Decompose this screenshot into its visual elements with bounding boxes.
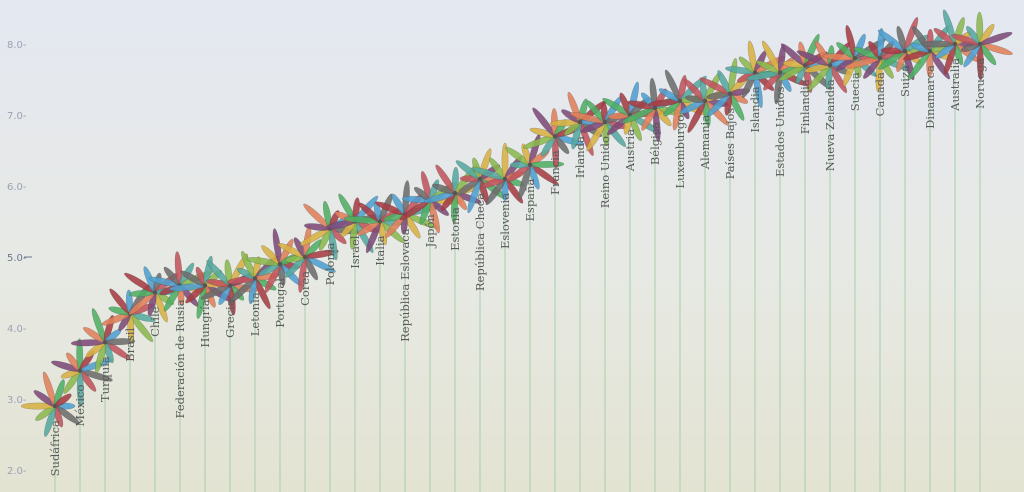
country-label: Canadá bbox=[873, 72, 887, 116]
country-label: República Eslovaca bbox=[398, 228, 412, 342]
flower-center bbox=[852, 56, 858, 61]
country-label: Luxemburgo bbox=[673, 115, 687, 189]
country-label: Hungría bbox=[198, 299, 212, 347]
flower-center bbox=[377, 219, 383, 224]
country-label: Eslovenia bbox=[498, 193, 512, 249]
flower-marker bbox=[877, 16, 934, 81]
country-label: Turquía bbox=[98, 356, 112, 402]
flower-marker bbox=[246, 228, 302, 293]
country-label: Finlandia bbox=[798, 79, 812, 134]
y-axis: 2.0- 3.0- 4.0- 5.0- 6.0- 7.0- 8.0- bbox=[7, 40, 32, 477]
flower-center bbox=[727, 91, 733, 96]
y-tick-label: 3.0- bbox=[7, 395, 27, 406]
country-labels: Sudáfrica México Turquía Brasil Chile Federac… bbox=[48, 58, 987, 476]
flower-center bbox=[527, 162, 533, 167]
flower-marker bbox=[20, 371, 80, 437]
flower-center bbox=[227, 283, 233, 288]
country-label: Italia bbox=[373, 235, 387, 265]
flower-marker bbox=[679, 72, 730, 133]
flowers bbox=[20, 9, 1013, 437]
country-label: Suiza bbox=[898, 65, 912, 97]
flower-center bbox=[477, 176, 483, 182]
country-label: Polonia bbox=[323, 242, 337, 285]
flower-center bbox=[927, 48, 933, 54]
flower-center bbox=[277, 261, 283, 267]
y-tick-label: 6.0- bbox=[7, 182, 27, 193]
country-label: Chile bbox=[148, 306, 162, 337]
flower-center bbox=[677, 98, 683, 103]
flower-center bbox=[952, 41, 958, 47]
country-label: Alemania bbox=[698, 115, 712, 171]
flower-center bbox=[977, 41, 983, 47]
country-label: Irlanda bbox=[573, 136, 587, 178]
country-label: Estados Unidos bbox=[773, 86, 787, 177]
flower-center bbox=[777, 70, 783, 75]
flower-center bbox=[877, 56, 883, 61]
country-label: Corea bbox=[298, 271, 312, 306]
flower-marker bbox=[277, 225, 339, 293]
country-label: Bélgica bbox=[648, 122, 662, 165]
country-label: Francia bbox=[548, 150, 562, 195]
country-label: Federación de Rusia bbox=[173, 299, 187, 418]
flower-center bbox=[752, 70, 758, 75]
country-label: Japón bbox=[423, 214, 437, 249]
flower-center bbox=[702, 98, 708, 103]
y-tick-label: 7.0- bbox=[7, 111, 27, 122]
country-label: República Checa bbox=[473, 193, 487, 291]
flower-marker bbox=[951, 11, 1013, 81]
flower-center bbox=[52, 403, 58, 409]
flower-center bbox=[552, 134, 558, 139]
country-label: Noruega bbox=[973, 58, 987, 109]
country-label: Dinamarca bbox=[923, 65, 937, 129]
country-label: Islandia bbox=[748, 86, 762, 132]
country-label: Suecia bbox=[848, 72, 862, 111]
y-tick-label: 8.0- bbox=[7, 40, 27, 51]
flower-marker bbox=[101, 284, 156, 343]
flower-marker bbox=[399, 170, 463, 234]
flower-center bbox=[577, 119, 583, 125]
flower-marker bbox=[902, 25, 954, 81]
country-label: Israel bbox=[348, 235, 362, 269]
country-label: Australia bbox=[948, 58, 962, 112]
country-label: Reino Unido bbox=[598, 136, 612, 208]
country-label: España bbox=[523, 179, 537, 222]
y-tick-label: 5.0- bbox=[7, 253, 27, 264]
flower-center bbox=[102, 340, 108, 345]
flower-center bbox=[252, 276, 258, 281]
flower-center bbox=[602, 119, 608, 125]
country-label: México bbox=[73, 385, 87, 427]
flower-center bbox=[802, 63, 808, 68]
country-label: Sudáfrica bbox=[48, 420, 62, 476]
flower-marker bbox=[569, 96, 627, 152]
flower-center bbox=[152, 290, 158, 295]
y-tick-label: 4.0- bbox=[7, 324, 27, 335]
country-label: Austria bbox=[623, 129, 637, 172]
flower-center bbox=[827, 63, 833, 68]
flower-center bbox=[902, 48, 908, 54]
flower-center bbox=[452, 190, 458, 196]
flower-center bbox=[302, 254, 308, 260]
flower-center bbox=[502, 176, 508, 182]
flower-center bbox=[77, 368, 83, 373]
country-label: Grecia bbox=[223, 299, 237, 338]
country-label: Letonia bbox=[248, 292, 262, 336]
country-label: Países Bajos bbox=[723, 108, 737, 180]
country-label: Portugal bbox=[273, 278, 287, 328]
country-label: Estonia bbox=[448, 207, 462, 251]
flower-center bbox=[202, 283, 208, 288]
flower-center bbox=[652, 105, 658, 111]
country-label: Nueva Zelandia bbox=[823, 79, 837, 171]
country-label: Brasil bbox=[123, 327, 137, 361]
stems bbox=[54, 44, 981, 492]
y-tick-label: 2.0- bbox=[7, 466, 27, 477]
